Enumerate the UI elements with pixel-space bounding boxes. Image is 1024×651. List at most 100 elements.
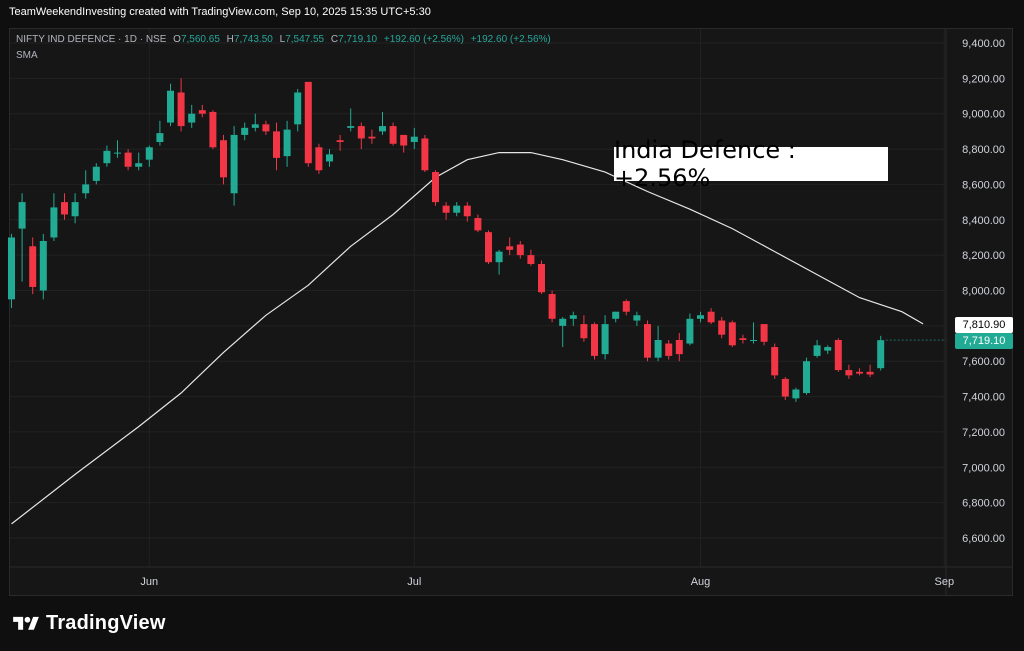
candle-down: [273, 131, 280, 158]
chart-credit: TeamWeekendInvesting created with Tradin…: [9, 6, 431, 18]
candle-down: [665, 343, 673, 356]
candle-up: [697, 315, 704, 319]
candle-down: [580, 324, 588, 339]
candle-up: [559, 318, 567, 326]
y-tick-label: 9,000.00: [962, 109, 1005, 121]
annotation-label: India Defence : +2.56%: [614, 136, 888, 192]
candle-down: [262, 124, 270, 132]
candle-down: [591, 324, 598, 356]
y-tick-label: 8,400.00: [962, 215, 1005, 227]
brand-name: TradingView: [46, 612, 166, 634]
y-tick-label: 9,400.00: [962, 38, 1005, 50]
tradingview-brand: TradingView: [12, 612, 166, 635]
candle-down: [474, 218, 482, 231]
candle-up: [379, 126, 386, 132]
candle-up: [813, 345, 821, 356]
candle-up: [326, 154, 333, 162]
candle-up: [294, 92, 302, 125]
candle-down: [124, 152, 132, 167]
candle-down: [198, 110, 206, 114]
y-tick-label: 8,000.00: [962, 286, 1005, 298]
candle-down: [357, 126, 365, 139]
candle-up: [82, 184, 90, 194]
candle-up: [453, 205, 461, 213]
candle-up: [50, 207, 58, 238]
candle-up: [8, 237, 15, 300]
y-tick-label: 7,400.00: [962, 392, 1005, 404]
candle-up: [654, 340, 662, 358]
candle-down: [538, 263, 545, 293]
candle-down: [707, 311, 715, 323]
candle-down: [644, 324, 651, 358]
y-tick-label: 6,600.00: [962, 533, 1005, 545]
candle-down: [421, 138, 429, 171]
candle-down: [760, 324, 768, 342]
candle-up: [347, 126, 355, 128]
sma-price-tag: 7,810.90: [955, 317, 1013, 333]
candle-up: [167, 90, 174, 123]
candle-up: [792, 389, 800, 399]
x-tick-label: Aug: [691, 576, 711, 588]
candle-down: [728, 322, 736, 346]
candle-up: [803, 361, 810, 394]
candle-down: [315, 147, 323, 171]
candle-up: [39, 241, 47, 291]
candle-down: [622, 301, 630, 312]
candle-up: [92, 166, 100, 181]
candle-down: [336, 140, 344, 142]
candle-up: [135, 163, 143, 167]
y-tick-label: 8,800.00: [962, 144, 1005, 156]
candle-down: [781, 378, 789, 397]
candle-up: [877, 340, 885, 369]
candle-down: [368, 136, 376, 139]
candle-up: [241, 127, 249, 135]
candle-up: [410, 136, 418, 142]
candle-up: [569, 315, 577, 319]
candle-down: [771, 347, 779, 376]
y-tick-label: 8,200.00: [962, 250, 1005, 262]
candle-down: [389, 126, 397, 144]
x-tick-label: Sep: [935, 576, 955, 588]
candle-up: [283, 129, 291, 157]
candle-up: [103, 150, 111, 164]
candle-down: [739, 338, 747, 340]
candle-down: [834, 340, 842, 371]
close-value: 7,719.10: [338, 34, 378, 45]
candle-down: [400, 134, 408, 146]
candle-down: [516, 244, 524, 256]
candle-down: [718, 320, 726, 335]
candle-down: [442, 205, 450, 213]
candle-up: [612, 311, 620, 319]
candle-down: [548, 294, 556, 319]
y-tick-label: 6,800.00: [962, 498, 1005, 510]
indicator-label[interactable]: SMA: [16, 50, 38, 61]
chart-frame: [9, 28, 1013, 596]
candle-up: [114, 152, 121, 154]
sma-line: [11, 152, 924, 525]
last-price-tag: 7,719.10: [955, 333, 1013, 349]
candle-up: [156, 133, 164, 142]
y-tick-label: 7,200.00: [962, 427, 1005, 439]
candle-up: [495, 251, 503, 263]
low-value: 7,547.55: [285, 34, 325, 45]
candle-up: [824, 347, 832, 351]
y-tick-label: 7,600.00: [962, 356, 1005, 368]
y-tick-label: 7,000.00: [962, 462, 1005, 474]
candle-down: [506, 246, 514, 250]
candle-up: [230, 134, 238, 194]
candle-down: [856, 371, 863, 374]
symbol-legend: NIFTY IND DEFENCE · 1D · NSE O7,560.65 H…: [16, 34, 551, 45]
candle-down: [432, 172, 439, 203]
candle-down: [304, 81, 312, 164]
candle-up: [145, 147, 153, 160]
candle-down: [29, 246, 37, 287]
candle-up: [633, 315, 641, 321]
candle-down: [209, 111, 217, 148]
candle-up: [188, 113, 196, 123]
candle-down: [845, 370, 853, 376]
y-tick-label: 8,600.00: [962, 179, 1005, 191]
candle-down: [866, 371, 874, 375]
candle-up: [18, 202, 26, 229]
candle-up: [601, 324, 609, 355]
